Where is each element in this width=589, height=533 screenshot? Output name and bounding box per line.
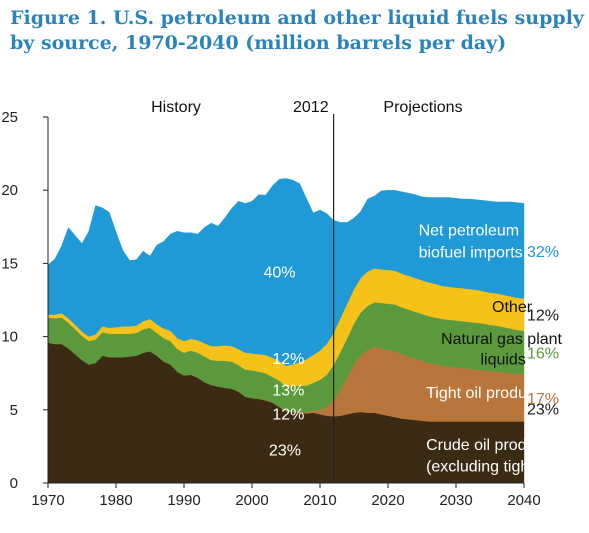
x-tick-label: 1980 <box>99 492 132 509</box>
x-tick-label: 2000 <box>235 492 268 509</box>
x-tick-label: 1970 <box>31 492 64 509</box>
series-annotation: Natural gas plant <box>441 331 563 348</box>
y-tick-label: 15 <box>1 255 18 272</box>
share-label-2012: 12% <box>272 406 304 423</box>
y-tick-label: 0 <box>10 475 18 492</box>
share-label-2040: 16% <box>527 346 559 363</box>
divider-year-label: 2012 <box>293 99 329 116</box>
x-tick-label: 2040 <box>507 492 540 509</box>
x-tick-label: 2020 <box>371 492 404 509</box>
area-net-petroleum-and-biofuel-imports <box>47 178 525 367</box>
y-tick-label: 10 <box>1 329 18 346</box>
chart-title-line-2: by source, 1970-2040 (million barrels pe… <box>10 32 507 54</box>
x-tick-label: 1990 <box>167 492 200 509</box>
series-annotation: (excluding tight oil <box>426 458 554 475</box>
share-label-2040: 23% <box>527 401 559 418</box>
chart-title: Figure 1. U.S. petroleum and other liqui… <box>10 6 585 56</box>
axes-layer: 0 5 10 15 20 25 1970 1980 1990 2000 2010 2020 2030 20… <box>1 109 540 509</box>
chart-title-line-1: Figure 1. U.S. petroleum and other liqui… <box>10 7 584 29</box>
share-label-2040: 32% <box>527 244 559 261</box>
series-annotation: Net petroleum and <box>419 223 551 240</box>
projections-label: Projections <box>383 99 462 116</box>
share-label-2012: 40% <box>263 264 295 281</box>
series-annotation: biofuel imports <box>419 245 523 262</box>
y-tick-label: 20 <box>1 182 18 199</box>
x-tick-label: 2010 <box>303 492 336 509</box>
series-annotation: Other <box>492 299 533 316</box>
share-label-2012: 13% <box>272 382 304 399</box>
share-label-2040: 12% <box>527 308 559 325</box>
share-label-2040: 17% <box>527 391 559 408</box>
x-tick-label: 2030 <box>439 492 472 509</box>
series-annotation: Tight oil production <box>426 385 561 402</box>
series-annotation: liquids <box>480 352 525 369</box>
series-annotation: Crude oil production <box>426 437 569 454</box>
history-label: History <box>151 99 201 116</box>
y-tick-label: 5 <box>10 402 18 419</box>
area-layer <box>47 178 525 484</box>
share-label-2012: 12% <box>272 351 304 368</box>
y-tick-label: 25 <box>1 109 18 126</box>
label-layer: 2012 History Projections Net petroleum and b… <box>151 99 569 475</box>
share-label-2012: 23% <box>269 442 301 459</box>
